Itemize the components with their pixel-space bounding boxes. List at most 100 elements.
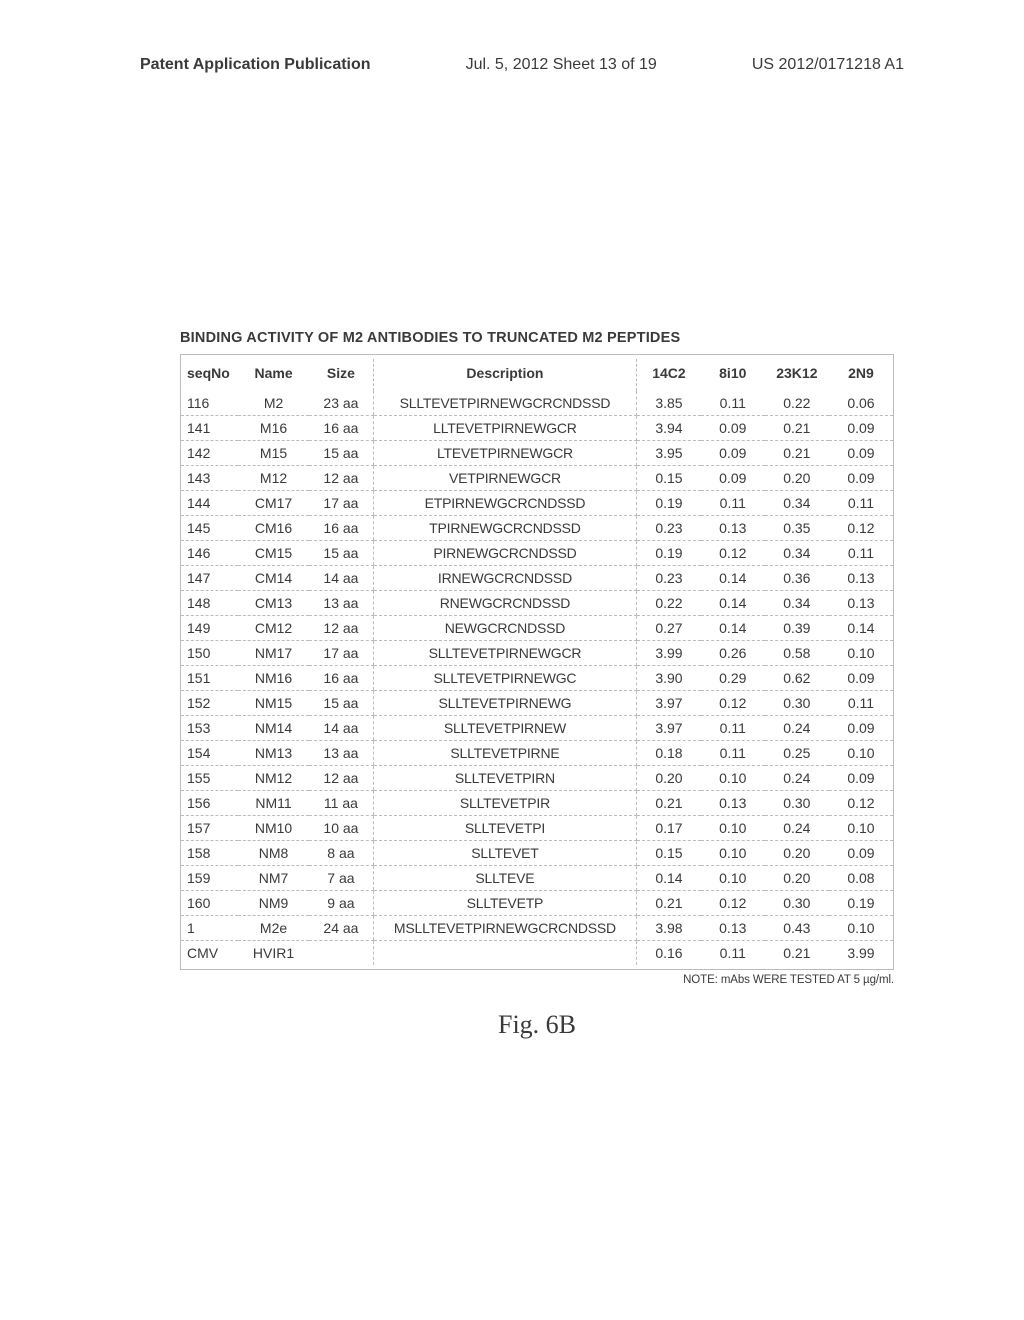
table-cell: 0.22 [765, 391, 829, 416]
peptide-binding-table: seqNo Name Size Description 14C2 8i10 23… [181, 359, 893, 965]
table-cell: 0.58 [765, 641, 829, 666]
table-cell: 150 [181, 641, 238, 666]
table-body: 116M223 aaSLLTEVETPIRNEWGCRCNDSSD3.850.1… [181, 391, 893, 965]
table-header-row: seqNo Name Size Description 14C2 8i10 23… [181, 359, 893, 391]
table-cell: NM16 [238, 666, 309, 691]
table-cell: 17 aa [309, 641, 373, 666]
col-header-14c2: 14C2 [637, 359, 701, 391]
table-cell: 7 aa [309, 866, 373, 891]
table-cell: 15 aa [309, 441, 373, 466]
col-header-desc: Description [373, 359, 636, 391]
table-cell: 0.11 [701, 941, 765, 966]
col-header-8i10: 8i10 [701, 359, 765, 391]
table-cell: 0.20 [765, 841, 829, 866]
table-cell: 0.13 [829, 566, 893, 591]
table-cell: 0.10 [701, 841, 765, 866]
table-cell: 0.21 [637, 791, 701, 816]
table-row: 153NM1414 aaSLLTEVETPIRNEW3.970.110.240.… [181, 716, 893, 741]
table-cell: NM7 [238, 866, 309, 891]
table-row: 148CM1313 aaRNEWGCRCNDSSD0.220.140.340.1… [181, 591, 893, 616]
table-cell: 0.14 [637, 866, 701, 891]
table-cell: 3.97 [637, 691, 701, 716]
table-cell: 16 aa [309, 666, 373, 691]
table-cell: 160 [181, 891, 238, 916]
header-center: Jul. 5, 2012 Sheet 13 of 19 [466, 56, 657, 74]
table-cell [309, 941, 373, 966]
table-cell: 151 [181, 666, 238, 691]
col-header-name: Name [238, 359, 309, 391]
table-cell: 0.29 [701, 666, 765, 691]
table-cell: 12 aa [309, 766, 373, 791]
table-cell: 0.20 [637, 766, 701, 791]
table-cell: 147 [181, 566, 238, 591]
figure-label: Fig. 6B [180, 1010, 894, 1040]
table-row: 158NM88 aaSLLTEVET0.150.100.200.09 [181, 841, 893, 866]
table-cell: SLLTEVETPIRNEW [373, 716, 636, 741]
table-cell: 0.10 [701, 766, 765, 791]
table-cell: 158 [181, 841, 238, 866]
table-cell: 3.94 [637, 416, 701, 441]
table-cell: 24 aa [309, 916, 373, 941]
table-cell: 0.20 [765, 866, 829, 891]
table-cell: 0.09 [701, 416, 765, 441]
table-cell: CM15 [238, 541, 309, 566]
table-cell: 0.09 [829, 841, 893, 866]
table-row: 156NM1111 aaSLLTEVETPIR0.210.130.300.12 [181, 791, 893, 816]
table-cell: 0.13 [701, 516, 765, 541]
table-cell: ETPIRNEWGCRCNDSSD [373, 491, 636, 516]
table-cell: 0.15 [637, 466, 701, 491]
table-cell: 12 aa [309, 466, 373, 491]
header-right: US 2012/0171218 A1 [752, 56, 904, 74]
table-cell: 1 [181, 916, 238, 941]
table-cell: SLLTEVETPIR [373, 791, 636, 816]
table-cell: NM12 [238, 766, 309, 791]
table-cell: NEWGCRCNDSSD [373, 616, 636, 641]
table-cell: 0.09 [701, 441, 765, 466]
table-cell: 145 [181, 516, 238, 541]
table-cell: 0.21 [765, 416, 829, 441]
table-cell: SLLTEVE [373, 866, 636, 891]
table-cell: CM13 [238, 591, 309, 616]
table-row: 157NM1010 aaSLLTEVETPI0.170.100.240.10 [181, 816, 893, 841]
table-cell: 149 [181, 616, 238, 641]
table-cell: HVIR1 [238, 941, 309, 966]
table-cell: 3.99 [637, 641, 701, 666]
table-cell: 14 aa [309, 566, 373, 591]
col-header-23k12: 23K12 [765, 359, 829, 391]
table-cell: 0.09 [829, 416, 893, 441]
table-cell: 0.24 [765, 816, 829, 841]
table-cell: SLLTEVETPIRNE [373, 741, 636, 766]
table-cell: NM10 [238, 816, 309, 841]
table-cell: 0.10 [701, 816, 765, 841]
table-cell: RNEWGCRCNDSSD [373, 591, 636, 616]
table-cell: NM8 [238, 841, 309, 866]
table-cell: 16 aa [309, 416, 373, 441]
table-cell: 0.25 [765, 741, 829, 766]
table-row: 160NM99 aaSLLTEVETP0.210.120.300.19 [181, 891, 893, 916]
table-cell: 0.09 [829, 441, 893, 466]
table-cell: IRNEWGCRCNDSSD [373, 566, 636, 591]
table-cell: SLLTEVET [373, 841, 636, 866]
table-cell: NM9 [238, 891, 309, 916]
table-cell: 0.13 [701, 791, 765, 816]
table-cell: 17 aa [309, 491, 373, 516]
table-cell: 23 aa [309, 391, 373, 416]
table-cell: NM13 [238, 741, 309, 766]
table-cell: M12 [238, 466, 309, 491]
table-cell: VETPIRNEWGCR [373, 466, 636, 491]
table-row: 147CM1414 aaIRNEWGCRCNDSSD0.230.140.360.… [181, 566, 893, 591]
table-cell: 0.11 [829, 691, 893, 716]
table-cell: 0.09 [829, 666, 893, 691]
table-cell: CMV [181, 941, 238, 966]
table-cell: 0.30 [765, 791, 829, 816]
table-cell: 0.26 [701, 641, 765, 666]
table-note: NOTE: mAbs WERE TESTED AT 5 µg/ml. [180, 974, 894, 986]
table-cell: 0.12 [701, 541, 765, 566]
table-cell: 0.10 [829, 641, 893, 666]
header-left: Patent Application Publication [140, 56, 371, 74]
table-row: CMVHVIR10.160.110.213.99 [181, 941, 893, 966]
table-cell: 0.14 [701, 566, 765, 591]
table-cell: 0.13 [701, 916, 765, 941]
table-cell: 13 aa [309, 741, 373, 766]
table-row: 151NM1616 aaSLLTEVETPIRNEWGC3.900.290.62… [181, 666, 893, 691]
